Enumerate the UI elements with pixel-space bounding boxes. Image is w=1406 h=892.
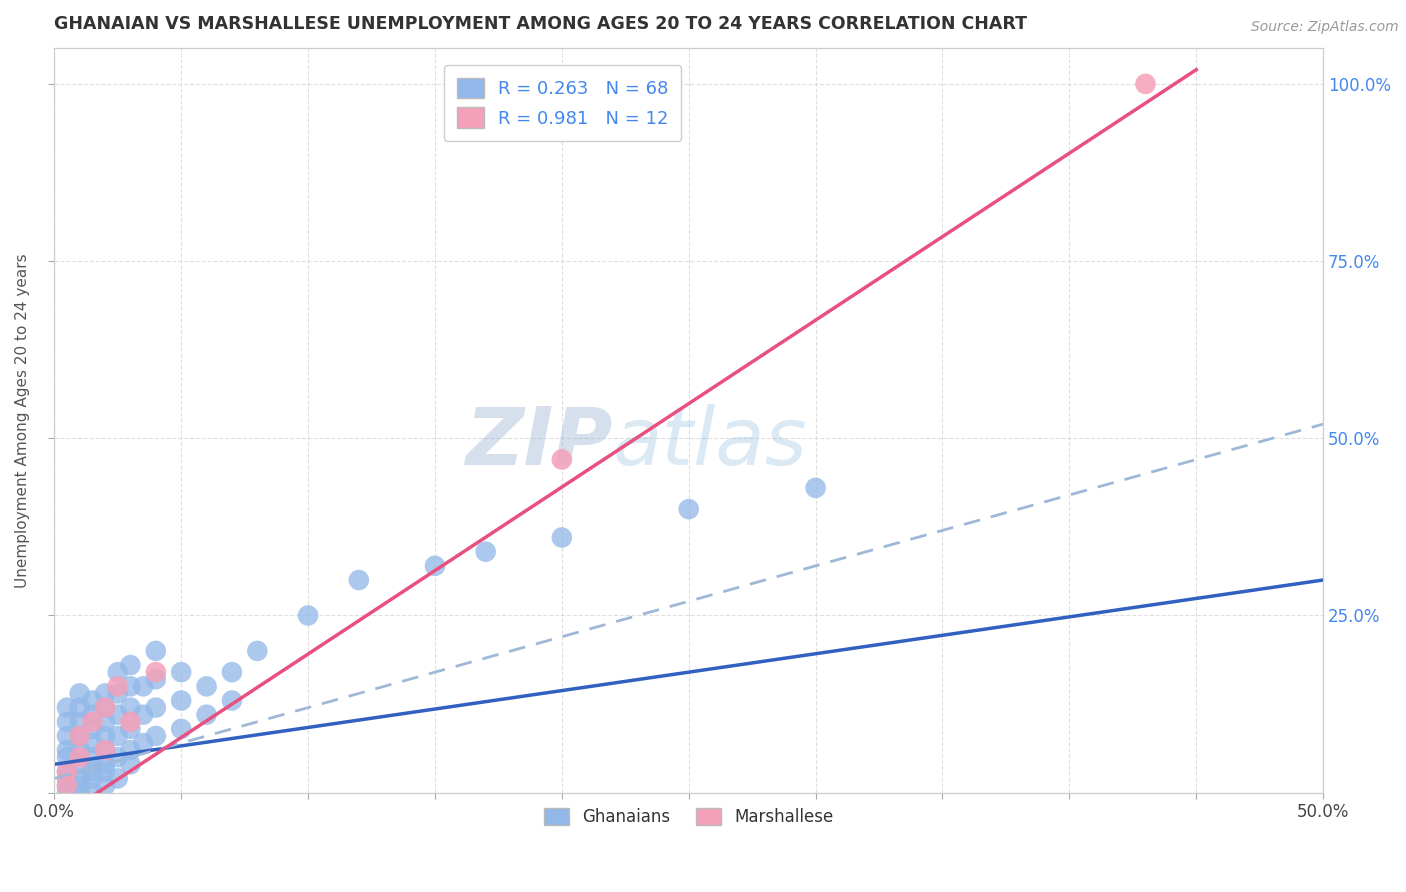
Point xyxy=(120,679,142,693)
Point xyxy=(195,679,218,693)
Point xyxy=(107,729,129,743)
Point xyxy=(56,786,79,800)
Y-axis label: Unemployment Among Ages 20 to 24 years: Unemployment Among Ages 20 to 24 years xyxy=(15,253,30,588)
Point xyxy=(145,665,167,680)
Point xyxy=(94,757,117,772)
Point xyxy=(804,481,827,495)
Point xyxy=(221,665,243,680)
Text: atlas: atlas xyxy=(613,404,807,482)
Point xyxy=(56,729,79,743)
Point xyxy=(120,714,142,729)
Point xyxy=(551,452,574,467)
Point xyxy=(69,714,91,729)
Point xyxy=(69,729,91,743)
Point xyxy=(82,764,104,779)
Point xyxy=(94,700,117,714)
Point xyxy=(170,693,193,707)
Point xyxy=(56,779,79,793)
Point xyxy=(94,743,117,757)
Point xyxy=(120,722,142,736)
Point xyxy=(56,700,79,714)
Point xyxy=(82,786,104,800)
Point xyxy=(82,772,104,786)
Point xyxy=(56,743,79,757)
Point xyxy=(69,686,91,700)
Point xyxy=(107,707,129,722)
Point xyxy=(107,772,129,786)
Point xyxy=(94,779,117,793)
Point xyxy=(246,644,269,658)
Point xyxy=(107,665,129,680)
Point xyxy=(82,722,104,736)
Point xyxy=(94,714,117,729)
Point xyxy=(69,700,91,714)
Point xyxy=(56,764,79,779)
Point xyxy=(221,693,243,707)
Point xyxy=(474,544,496,558)
Point xyxy=(423,558,446,573)
Point xyxy=(69,729,91,743)
Point xyxy=(82,714,104,729)
Point xyxy=(120,743,142,757)
Point xyxy=(145,700,167,714)
Text: Source: ZipAtlas.com: Source: ZipAtlas.com xyxy=(1251,20,1399,34)
Point xyxy=(94,743,117,757)
Point xyxy=(82,750,104,764)
Point xyxy=(145,672,167,686)
Point xyxy=(94,700,117,714)
Text: GHANAIAN VS MARSHALLESE UNEMPLOYMENT AMONG AGES 20 TO 24 YEARS CORRELATION CHART: GHANAIAN VS MARSHALLESE UNEMPLOYMENT AMO… xyxy=(55,15,1028,33)
Text: ZIP: ZIP xyxy=(465,404,613,482)
Point xyxy=(94,729,117,743)
Point xyxy=(69,772,91,786)
Point xyxy=(56,750,79,764)
Point xyxy=(120,757,142,772)
Point xyxy=(56,714,79,729)
Point xyxy=(107,679,129,693)
Point xyxy=(347,573,370,587)
Point xyxy=(132,736,155,750)
Point xyxy=(82,736,104,750)
Point xyxy=(145,729,167,743)
Point xyxy=(69,757,91,772)
Point xyxy=(551,531,574,545)
Point xyxy=(82,707,104,722)
Point xyxy=(69,750,91,764)
Point xyxy=(107,750,129,764)
Point xyxy=(94,764,117,779)
Point xyxy=(297,608,319,623)
Point xyxy=(170,722,193,736)
Point xyxy=(120,658,142,673)
Legend: Ghanaians, Marshallese: Ghanaians, Marshallese xyxy=(534,798,844,837)
Point xyxy=(56,779,79,793)
Point xyxy=(195,707,218,722)
Point xyxy=(69,786,91,800)
Point xyxy=(107,686,129,700)
Point xyxy=(69,743,91,757)
Point xyxy=(132,707,155,722)
Point xyxy=(145,644,167,658)
Point xyxy=(1135,77,1157,91)
Point xyxy=(56,772,79,786)
Point xyxy=(678,502,700,516)
Point xyxy=(132,679,155,693)
Point xyxy=(56,764,79,779)
Point xyxy=(120,700,142,714)
Point xyxy=(82,693,104,707)
Point xyxy=(94,686,117,700)
Point xyxy=(69,779,91,793)
Point xyxy=(170,665,193,680)
